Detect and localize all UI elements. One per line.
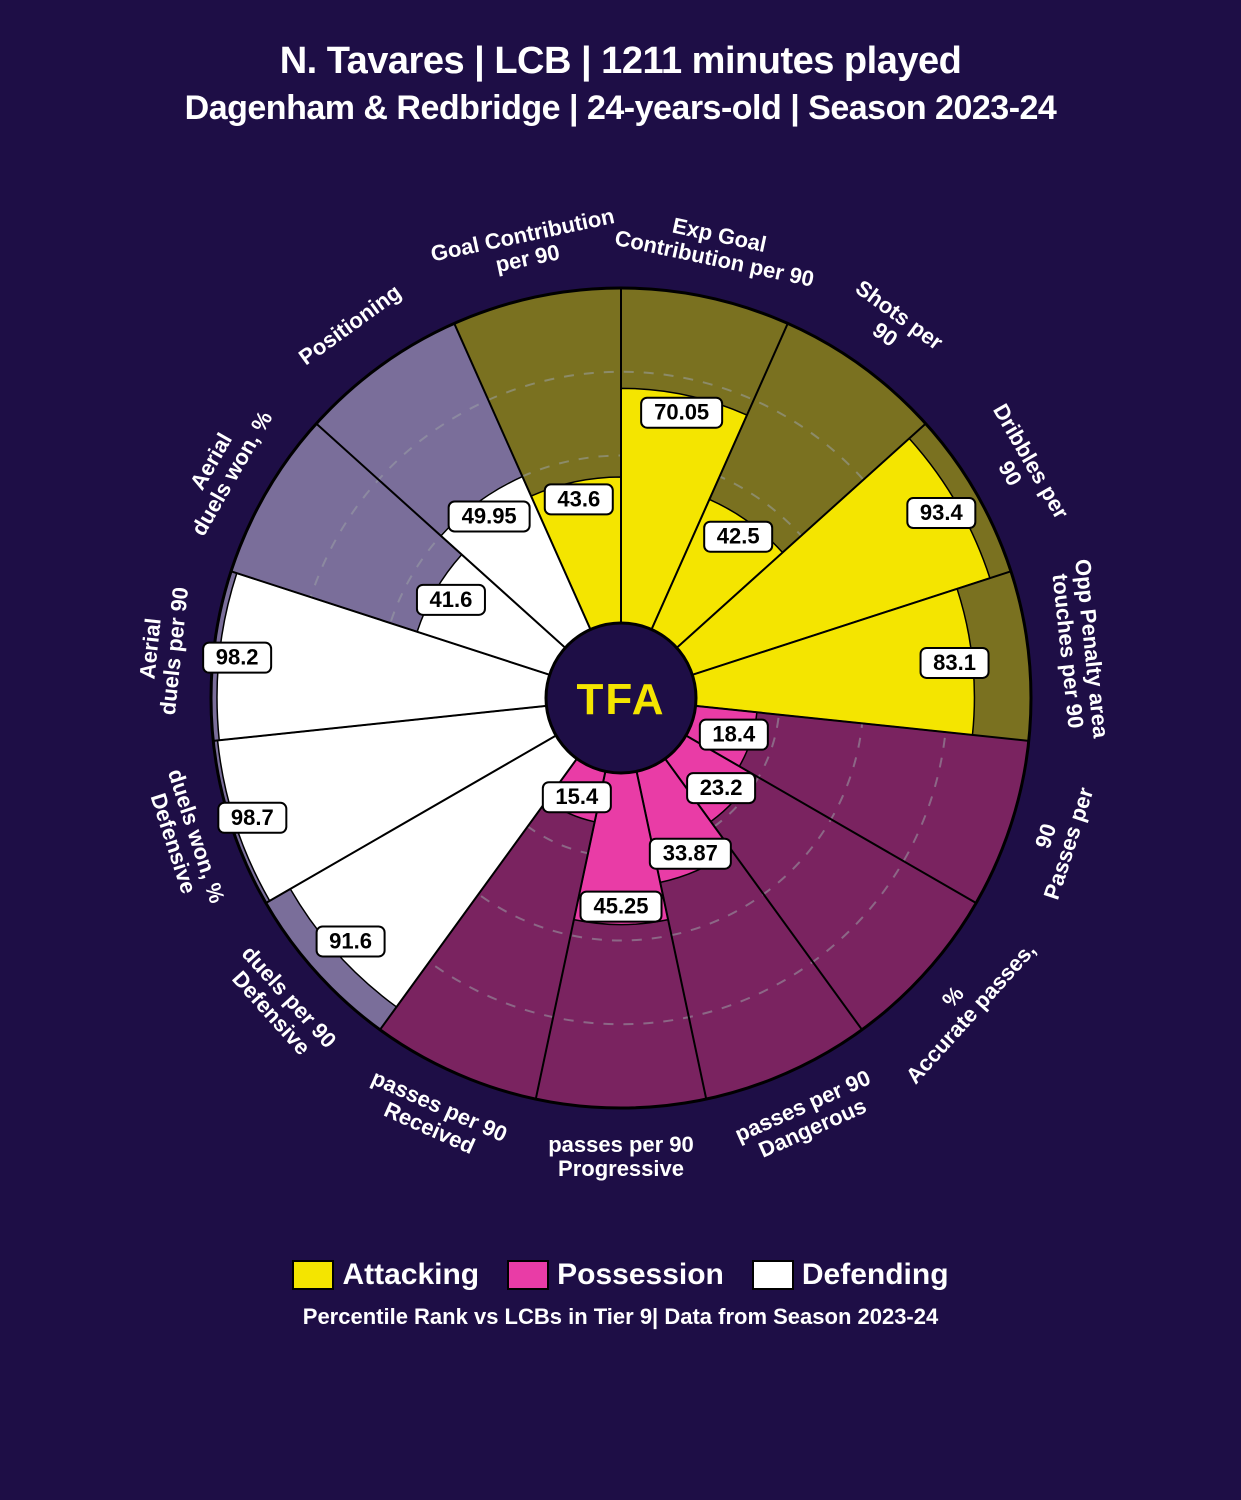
value-box: 42.5 [704,522,772,552]
metric-label: Exp GoalContribution per 90 [612,202,821,292]
svg-text:45.25: 45.25 [593,894,648,919]
value-box: 41.6 [416,585,484,615]
svg-text:23.2: 23.2 [699,775,742,800]
svg-text:83.1: 83.1 [933,650,976,675]
value-box: 93.4 [907,498,975,528]
value-box: 23.2 [687,773,755,803]
swatch-attacking [292,1260,334,1290]
legend-label-defending: Defending [802,1258,949,1292]
svg-text:49.95: 49.95 [461,504,516,529]
metric-label: duels won, %Defensive [140,766,230,914]
value-box: 43.6 [544,484,612,514]
legend-item-attacking: Attacking [292,1258,479,1292]
value-box: 70.05 [641,398,722,428]
legend-label-attacking: Attacking [342,1258,479,1292]
value-box: 15.4 [542,782,610,812]
svg-text:42.5: 42.5 [716,524,759,549]
svg-text:passes per 90: passes per 90 [548,1132,694,1157]
footer-text: Percentile Rank vs LCBs in Tier 9| Data … [0,1304,1241,1330]
svg-text:Positioning: Positioning [293,279,405,370]
metric-label: passes per 90Progressive [548,1132,694,1181]
radial-chart: 43.6 70.05 42.5 93.4 83.1 18.4 23.2 33.87 45.25 1… [71,148,1171,1248]
legend-item-possession: Possession [507,1258,724,1292]
value-box: 18.4 [699,720,767,750]
metric-label: 90Passes per [1015,776,1098,902]
svg-text:98.7: 98.7 [230,805,273,830]
metric-label: Positioning [293,279,405,370]
value-box: 98.2 [203,643,271,673]
title-line-2: Dagenham & Redbridge | 24-years-old | Se… [0,89,1241,128]
svg-text:18.4: 18.4 [712,722,756,747]
svg-text:duels per 90: duels per 90 [154,586,192,716]
swatch-possession [507,1260,549,1290]
metric-label: Aerialduels per 90 [130,583,192,716]
title-line-1: N. Tavares | LCB | 1211 minutes played [0,0,1241,83]
svg-text:91.6: 91.6 [329,928,372,953]
value-box: 91.6 [316,926,384,956]
swatch-defending [752,1260,794,1290]
legend: Attacking Possession Defending [0,1258,1241,1292]
legend-item-defending: Defending [752,1258,949,1292]
svg-text:Shots per: Shots per [850,275,947,355]
metric-label: Opp Penalty areatouches per 90 [1046,558,1114,743]
value-box: 49.95 [448,502,529,532]
svg-text:98.2: 98.2 [215,645,258,670]
value-box: 33.87 [649,839,730,869]
metric-label: Goal Contributionper 90 [428,203,621,290]
svg-text:41.6: 41.6 [429,587,472,612]
value-box: 45.25 [580,892,661,922]
svg-text:33.87: 33.87 [662,841,717,866]
center-logo: TFA [576,675,665,724]
svg-text:Dribbles per: Dribbles per [988,399,1074,523]
value-box: 83.1 [920,648,988,678]
svg-text:Progressive: Progressive [558,1156,684,1181]
legend-label-possession: Possession [557,1258,724,1292]
svg-text:15.4: 15.4 [555,784,599,809]
svg-text:70.05: 70.05 [654,400,709,425]
svg-text:93.4: 93.4 [919,500,963,525]
svg-text:43.6: 43.6 [557,486,600,511]
value-box: 98.7 [218,803,286,833]
